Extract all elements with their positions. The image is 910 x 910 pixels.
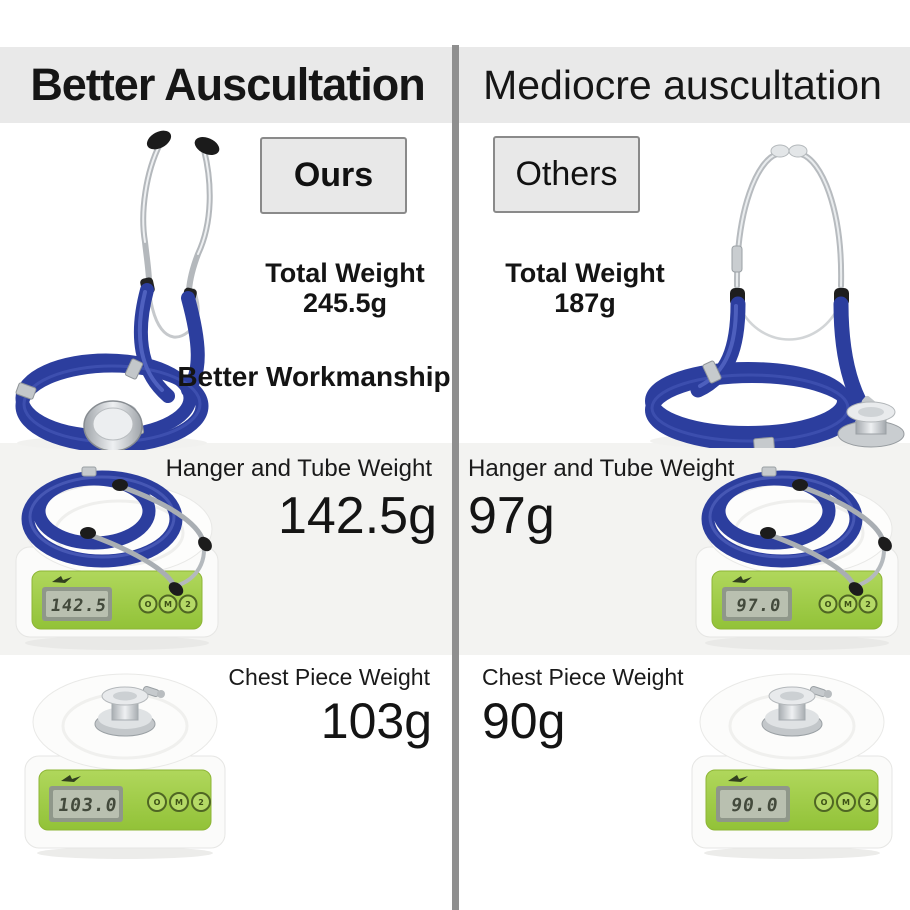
ear-tip-icon bbox=[848, 582, 864, 596]
left-total-weight: Total Weight 245.5g bbox=[230, 258, 460, 318]
svg-text:M: M bbox=[164, 600, 172, 609]
chest-piece bbox=[837, 395, 905, 448]
ours-hanger-tube-scale-photo: 142.5 O M 2 bbox=[15, 466, 219, 650]
others-chest-piece-scale-photo: 90.0 O M 2 bbox=[691, 673, 893, 859]
tube-clips bbox=[702, 360, 775, 448]
svg-text:M: M bbox=[844, 600, 852, 609]
bird-logo-icon bbox=[728, 775, 748, 782]
ours-stethoscope-photo bbox=[15, 130, 220, 450]
headset-metal bbox=[140, 141, 213, 339]
headset-metal bbox=[733, 151, 845, 341]
tube-highlight bbox=[650, 304, 850, 443]
scale-reading: 97.0 bbox=[735, 596, 783, 616]
others-stethoscope-photo bbox=[645, 144, 905, 448]
hanger-tube-label: Hanger and Tube Weight bbox=[468, 455, 735, 482]
power-button bbox=[814, 792, 834, 812]
hanger-tube-value: 142.5g bbox=[277, 487, 437, 545]
header-right: Mediocre auscultation bbox=[455, 47, 910, 123]
workmanship-note: Better Workmanship bbox=[177, 361, 451, 392]
bird-logo-icon bbox=[61, 775, 81, 782]
left-title: Better Auscultation bbox=[30, 59, 425, 110]
total-weight-value: 187g bbox=[554, 288, 616, 318]
chest-piece-value: 90g bbox=[482, 693, 566, 749]
lcd-display: 97.0 bbox=[722, 587, 792, 621]
ours-badge: Ours bbox=[260, 137, 407, 214]
svg-text:O: O bbox=[145, 600, 152, 609]
hanger-tube-value: 97g bbox=[468, 487, 555, 545]
power-button bbox=[818, 594, 838, 614]
lcd-display: 142.5 bbox=[42, 587, 112, 621]
others-badge: Others bbox=[493, 136, 640, 213]
shadow bbox=[25, 636, 209, 650]
mode-button bbox=[169, 792, 189, 812]
hanger-tube-label: Hanger and Tube Weight bbox=[165, 455, 432, 482]
chest-piece-value: 103g bbox=[320, 693, 432, 749]
scale-reading: 103.0 bbox=[57, 795, 119, 816]
chest-piece-label: Chest Piece Weight bbox=[482, 664, 684, 690]
ear-tip-icon bbox=[788, 144, 808, 158]
chest-piece bbox=[761, 686, 832, 737]
ear-tip-icon bbox=[198, 536, 212, 552]
coiled-tube bbox=[21, 470, 206, 589]
ferrule bbox=[112, 479, 128, 491]
tube-clip bbox=[81, 466, 97, 477]
svg-text:2: 2 bbox=[198, 798, 204, 807]
center-divider bbox=[452, 45, 459, 910]
total-weight-label: Total Weight bbox=[265, 258, 425, 288]
chest-piece bbox=[94, 686, 165, 737]
svg-text:M: M bbox=[842, 798, 850, 807]
tube-clip bbox=[761, 466, 777, 477]
chest-piece-label: Chest Piece Weight bbox=[228, 664, 430, 690]
lcd-display: 90.0 bbox=[716, 786, 790, 822]
lcd-display: 103.0 bbox=[49, 786, 123, 822]
ferrule bbox=[80, 527, 96, 539]
ferrule bbox=[760, 527, 776, 539]
mode-button bbox=[836, 792, 856, 812]
tare-button bbox=[858, 792, 878, 812]
power-button bbox=[147, 792, 167, 812]
total-weight-label: Total Weight bbox=[505, 258, 665, 288]
total-weight-value: 245.5g bbox=[302, 288, 388, 318]
scale-reading: 90.0 bbox=[730, 795, 780, 816]
tare-button bbox=[191, 792, 211, 812]
svg-text:O: O bbox=[821, 798, 828, 807]
ear-tip-icon bbox=[878, 536, 892, 552]
tare-button bbox=[178, 594, 198, 614]
bird-logo-icon bbox=[52, 576, 72, 583]
tare-button bbox=[858, 594, 878, 614]
ear-tip-icon bbox=[194, 136, 220, 156]
scale-reading: 142.5 bbox=[49, 596, 108, 616]
chest-piece bbox=[83, 400, 143, 450]
ferrule bbox=[792, 479, 808, 491]
svg-text:2: 2 bbox=[865, 798, 871, 807]
right-title: Mediocre auscultation bbox=[483, 61, 882, 108]
ear-tip-icon bbox=[770, 144, 790, 158]
svg-text:M: M bbox=[175, 798, 183, 807]
svg-text:2: 2 bbox=[865, 600, 871, 609]
ear-tip-icon bbox=[146, 130, 172, 150]
svg-text:O: O bbox=[154, 798, 161, 807]
scale-buttons: O M 2 bbox=[138, 594, 198, 614]
scale-buttons: O M 2 bbox=[147, 792, 211, 812]
mode-button bbox=[838, 594, 858, 614]
scale-buttons: O M 2 bbox=[814, 792, 878, 812]
binaural-clamp bbox=[731, 245, 743, 273]
power-button bbox=[138, 594, 158, 614]
mode-button bbox=[158, 594, 178, 614]
svg-text:O: O bbox=[825, 600, 832, 609]
header-left: Better Auscultation bbox=[0, 47, 455, 123]
svg-text:2: 2 bbox=[185, 600, 191, 609]
ours-chest-piece-scale-photo: 103.0 O M 2 bbox=[24, 673, 226, 859]
others-hanger-tube-scale-photo: 97.0 O M 2 bbox=[695, 466, 899, 650]
right-total-weight: Total Weight 187g bbox=[470, 258, 700, 318]
scale-buttons: O M 2 bbox=[818, 594, 878, 614]
ear-tip-icon bbox=[168, 582, 184, 596]
bird-logo-icon bbox=[732, 576, 752, 583]
